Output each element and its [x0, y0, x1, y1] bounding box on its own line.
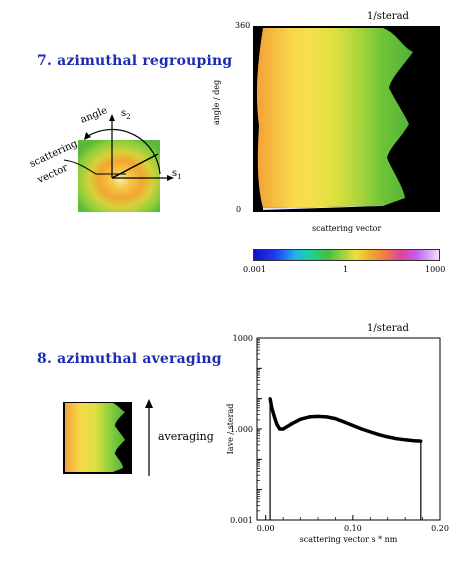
data-point	[290, 422, 294, 426]
data-point	[359, 427, 364, 431]
data-point	[351, 423, 355, 428]
s1-axis-label: s1	[172, 168, 182, 181]
x-axis-label: scattering vector s * nm	[300, 535, 398, 544]
colorbar-tick-mid: 1	[343, 265, 349, 274]
data-point	[419, 439, 423, 443]
colorbar-tick-low: 0.001	[243, 265, 266, 274]
data-point	[368, 430, 372, 434]
data-point	[316, 414, 320, 419]
detector-sketch-graphic	[63, 114, 174, 212]
angle-arc	[87, 128, 161, 175]
s2-axis-label: s2	[121, 108, 131, 121]
y-tick-label: 1.000	[230, 425, 253, 434]
data-point	[403, 438, 407, 442]
colorbar-tick-high: 1000	[425, 265, 446, 274]
plot-unit-label: 1/sterad	[367, 323, 409, 334]
data-point	[272, 415, 277, 419]
y-tick-label: 0.001	[230, 516, 253, 525]
data-point	[270, 406, 274, 410]
colorbar	[253, 249, 440, 261]
map-x-axis-label: scattering vector	[312, 224, 382, 233]
data-point	[281, 427, 285, 431]
data-point	[412, 439, 416, 443]
y-axis-label: Iave / sterad	[226, 404, 235, 455]
x-tick-label: 0.00	[257, 524, 275, 533]
data-point	[386, 435, 390, 439]
regrouped-map	[253, 26, 440, 212]
step7-title: 7. azimuthal regrouping	[37, 53, 233, 69]
scattering-vector-pointer	[63, 159, 126, 175]
data-point	[333, 417, 338, 421]
map-intensity-region	[256, 28, 413, 208]
data-point	[275, 422, 279, 427]
data-point	[394, 437, 399, 441]
regrouped-map-graphic	[253, 26, 440, 212]
data-point	[278, 427, 282, 431]
data-point	[298, 417, 303, 421]
averaging-arrow	[145, 399, 153, 476]
y-tick-label: 1000	[233, 334, 253, 343]
data-point	[268, 397, 272, 401]
x-tick-label: 0.20	[431, 524, 449, 533]
averaged-intensity-curve	[268, 398, 421, 443]
map-unit-label: 1/sterad	[367, 11, 409, 22]
data-point	[377, 433, 381, 437]
averaging-map-thumbnail	[63, 402, 132, 474]
averaging-map-region	[65, 403, 125, 472]
map-y-tick-360: 360	[235, 21, 251, 30]
averaging-label: averaging	[158, 430, 214, 443]
averaging-map-graphic	[63, 402, 132, 474]
step8-title: 8. azimuthal averaging	[37, 351, 222, 367]
x-tick-label: 0.10	[344, 524, 362, 533]
detector-sketch: angle s2 s1 scattering vector	[28, 105, 220, 220]
data-point	[307, 415, 311, 419]
data-point	[342, 420, 346, 424]
data-point	[325, 415, 329, 419]
map-y-tick-0: 0	[236, 205, 242, 214]
detector-square	[78, 140, 160, 212]
